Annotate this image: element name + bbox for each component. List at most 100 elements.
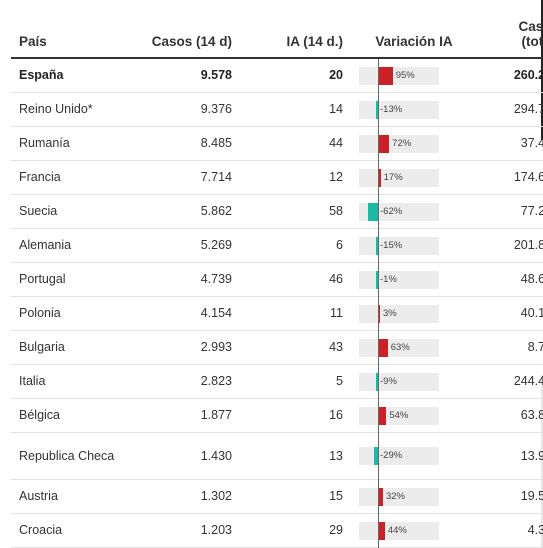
- ia-cell: 20: [240, 58, 351, 93]
- variation-label: -1%: [380, 273, 397, 285]
- header-total[interactable]: Casos (total): [477, 8, 543, 59]
- variation-cell: -13%: [351, 92, 477, 127]
- variation-cell: -1%: [351, 262, 477, 297]
- total-cell: 201.823: [477, 228, 543, 263]
- variation-cell: 63%: [351, 330, 477, 365]
- cases14-cell: 1.302: [127, 479, 240, 514]
- zero-line: [378, 331, 379, 365]
- bar-track: [359, 372, 439, 391]
- country-cell: Francia: [11, 160, 127, 195]
- country-cell: Italia: [11, 364, 127, 399]
- cases14-cell: 4.739: [127, 262, 240, 297]
- decrease-bar: [376, 372, 378, 391]
- zero-line: [378, 480, 379, 514]
- total-cell: 4.354: [477, 513, 543, 548]
- total-cell: 244.434: [477, 364, 543, 399]
- variation-label: -62%: [380, 205, 403, 217]
- bar-track: [359, 100, 439, 119]
- cases14-cell: 2.823: [127, 364, 240, 399]
- decrease-bar: [373, 447, 378, 465]
- cases14-cell: 2.993: [127, 330, 240, 365]
- total-cell: 294.792: [477, 92, 543, 127]
- increase-bar: [378, 66, 393, 85]
- variation-cell: 54%: [351, 398, 477, 433]
- ia-cell: 29: [240, 513, 351, 548]
- header-variation[interactable]: Variación IA: [351, 8, 477, 59]
- increase-bar: [378, 338, 388, 357]
- variation-cell: -29%: [351, 432, 477, 480]
- variation-cell: -15%: [351, 228, 477, 263]
- header-ia14[interactable]: IA (14 d.): [240, 8, 351, 59]
- variation-cell: -9%: [351, 364, 477, 399]
- header-country[interactable]: País: [11, 8, 127, 59]
- total-cell: 37.458: [477, 126, 543, 161]
- ia-cell: 5: [240, 364, 351, 399]
- decrease-bar: [375, 236, 378, 255]
- increase-bar: [378, 487, 383, 506]
- ia-cell: 43: [240, 330, 351, 365]
- zero-line: [378, 433, 379, 480]
- ia-cell: 44: [240, 126, 351, 161]
- ia-cell: 14: [240, 92, 351, 127]
- ia-cell: 6: [240, 228, 351, 263]
- variation-cell: 72%: [351, 126, 477, 161]
- country-cell: Croacia: [11, 513, 127, 548]
- zero-line: [378, 229, 379, 263]
- country-cell: Suecia: [11, 194, 127, 229]
- increase-bar: [378, 406, 387, 425]
- cases14-cell: 1.203: [127, 513, 240, 548]
- country-cell: Portugal: [11, 262, 127, 297]
- decrease-bar: [368, 202, 378, 221]
- bar-track: [359, 304, 439, 323]
- zero-line: [378, 59, 379, 93]
- ia-cell: 12: [240, 160, 351, 195]
- increase-bar: [378, 521, 385, 540]
- zero-line: [378, 195, 379, 229]
- increase-bar: [378, 168, 381, 187]
- zero-line: [378, 263, 379, 297]
- variation-label: 63%: [390, 341, 410, 353]
- variation-cell: 32%: [351, 479, 477, 514]
- country-cell: Bélgica: [11, 398, 127, 433]
- country-cell: Austria: [11, 479, 127, 514]
- zero-line: [378, 399, 379, 433]
- ia-cell: 13: [240, 432, 351, 480]
- zero-line: [378, 127, 379, 161]
- total-cell: 19.571: [477, 479, 543, 514]
- variation-label: 54%: [389, 409, 409, 421]
- increase-bar: [378, 304, 380, 323]
- zero-line: [378, 161, 379, 195]
- country-cell: España: [11, 58, 127, 93]
- ia-cell: 46: [240, 262, 351, 297]
- total-cell: 13.945: [477, 432, 543, 480]
- variation-label: 44%: [387, 524, 407, 536]
- ia-cell: 15: [240, 479, 351, 514]
- bar-track: [359, 447, 439, 465]
- country-cell: Rumanía: [11, 126, 127, 161]
- cases14-cell: 5.269: [127, 228, 240, 263]
- ia-cell: 58: [240, 194, 351, 229]
- zero-line: [378, 297, 379, 331]
- variation-cell: 44%: [351, 513, 477, 548]
- ia-cell: 11: [240, 296, 351, 331]
- country-cell: Republica Checa: [11, 432, 127, 480]
- variation-cell: 3%: [351, 296, 477, 331]
- variation-cell: -62%: [351, 194, 477, 229]
- cases14-cell: 8.485: [127, 126, 240, 161]
- variation-label: -13%: [380, 103, 403, 115]
- bar-track: [359, 236, 439, 255]
- variation-label: -15%: [380, 239, 403, 251]
- cases14-cell: 9.376: [127, 92, 240, 127]
- bar-track: [359, 202, 439, 221]
- header-cases14[interactable]: Casos (14 d): [127, 8, 240, 59]
